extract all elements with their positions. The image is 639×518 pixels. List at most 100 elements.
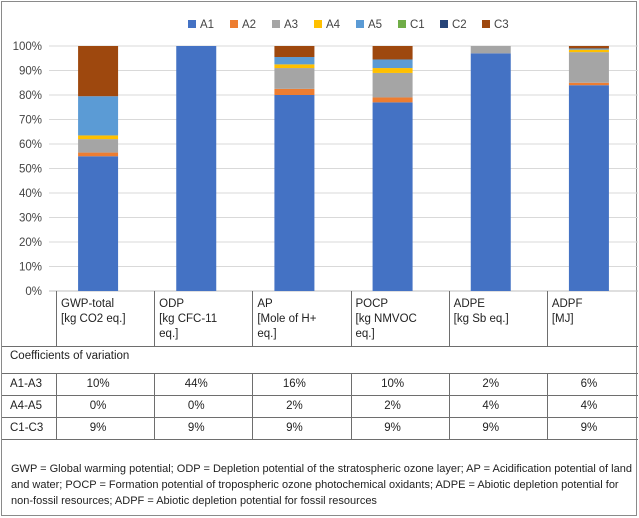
y-tick-label: 60%: [19, 139, 42, 151]
bar-segment-a3-adpf: [568, 52, 609, 83]
stacked-bar-chart: 0% 10% 20% 30% 40% 50% 60% 70% 80% 90% 100% A1 A2 A3 A…: [13, 19, 638, 297]
bar-segment-a3-ap: [274, 68, 315, 89]
table-cell: 44%: [184, 378, 208, 390]
table-cell: 9%: [286, 422, 303, 434]
bar-segment-a3-adpe: [470, 46, 511, 54]
table-cell: 10%: [86, 378, 110, 390]
y-tick-label: 30%: [19, 213, 42, 225]
category-label: GWP-total: [61, 298, 115, 310]
legend-swatch-a2: [230, 20, 238, 28]
legend-swatch-c2: [440, 20, 448, 28]
bar-segment-a4-gwp-total: [78, 135, 119, 140]
table-cell: 9%: [384, 422, 401, 434]
table-v-rule: [154, 373, 155, 439]
legend-label-c2: C2: [452, 19, 467, 31]
legend-swatch-a3: [272, 20, 280, 28]
legend-label-c3: C3: [494, 19, 509, 31]
table-v-rule: [154, 291, 155, 346]
table-v-rule: [449, 291, 450, 346]
category-label: [kg Sb eq.]: [453, 313, 509, 325]
table-cell: 9%: [187, 422, 205, 434]
category-label: eq.]: [355, 328, 375, 340]
bar-segment-a3-gwp-total: [78, 139, 119, 153]
bar-segment-c3-pocp: [372, 46, 413, 60]
table-cell: 9%: [89, 422, 107, 434]
table-cell: 2%: [384, 400, 401, 412]
bar-segment-a1-adpf: [568, 85, 609, 291]
table-cell: 16%: [282, 378, 306, 390]
category-label: ODP: [159, 298, 185, 310]
bar-segment-a2-pocp: [372, 97, 413, 103]
bar-segment-a1-odp: [176, 46, 217, 291]
bar-segment-a2-ap: [274, 88, 315, 95]
category-label: [kg NMVOC: [355, 313, 417, 325]
category-label: eq.]: [257, 328, 277, 340]
category-label: [Mole of H+: [257, 313, 317, 325]
bar-segment-a5-ap: [274, 57, 315, 65]
category-label: [MJ]: [551, 313, 574, 325]
table-v-rule: [351, 291, 352, 346]
table-cell: 9%: [580, 422, 598, 434]
legend-label-a1: A1: [200, 19, 214, 31]
table-cell: 2%: [482, 378, 500, 390]
category-label: ADPE: [453, 298, 485, 310]
bar-segment-a4-pocp: [372, 68, 413, 73]
legend-label-a2: A2: [242, 19, 256, 31]
bar-segment-c3-ap: [274, 46, 315, 58]
legend-label-c1: C1: [410, 19, 425, 31]
table-cell: 2%: [286, 400, 303, 412]
table-h-rule: [2, 373, 638, 374]
bar-segment-a2-adpf: [568, 82, 609, 86]
legend-swatch-c3: [482, 20, 490, 28]
category-label: POCP: [355, 298, 389, 310]
table-h-rule: [2, 417, 638, 418]
table-h-rule: [2, 395, 638, 396]
table-v-rule: [547, 373, 548, 439]
y-tick-label: 10%: [19, 262, 42, 274]
legend-swatch-a1: [188, 20, 196, 28]
table-v-rule: [449, 373, 450, 439]
legend-label-a4: A4: [326, 19, 341, 31]
y-tick-label: 40%: [19, 188, 42, 200]
bar-segment-a2-gwp-total: [78, 152, 119, 157]
footnote: GWP = Global warming potential; ODP = De…: [11, 463, 632, 507]
y-tick-label: 100%: [13, 41, 42, 53]
table-v-rule: [252, 373, 253, 439]
y-tick-label: 90%: [19, 66, 42, 78]
y-tick-label: 0%: [25, 286, 42, 297]
y-tick-label: 80%: [19, 90, 42, 102]
table-v-rule: [252, 291, 253, 346]
table-cell: 10%: [381, 378, 405, 390]
table-section-title: Coefficients of variation: [10, 350, 130, 362]
bar-segment-a3-pocp: [372, 72, 413, 98]
bar-segment-a4-ap: [274, 64, 315, 69]
bar-segment-a5-adpf: [568, 48, 609, 50]
legend-swatch-c1: [398, 20, 406, 28]
category-label: [kg CO2 eq.]: [61, 313, 126, 325]
y-tick-label: 20%: [19, 237, 42, 249]
bar-segment-a5-pocp: [372, 59, 413, 69]
table-cell: 6%: [580, 378, 598, 390]
table-cell: 4%: [580, 400, 598, 412]
y-tick-label: 70%: [19, 115, 42, 127]
table-row-label: A4-A5: [10, 400, 42, 412]
category-label: ADPF: [551, 298, 583, 310]
table-v-rule: [56, 373, 57, 439]
bar-segment-a1-gwp-total: [78, 156, 119, 291]
category-label: eq.]: [159, 328, 179, 340]
table-v-rule: [547, 291, 548, 346]
table-row-label: A1-A3: [10, 378, 42, 390]
table-row-label: C1-C3: [10, 422, 44, 434]
table-v-rule: [56, 291, 57, 346]
bar-segment-a1-ap: [274, 95, 315, 291]
table-v-rule: [351, 373, 352, 439]
table-cell: 0%: [89, 400, 107, 412]
legend-label-a5: A5: [368, 19, 382, 31]
legend-label-a3: A3: [284, 19, 298, 31]
legend-swatch-a4: [314, 20, 322, 28]
bar-segment-a4-adpf: [568, 49, 609, 53]
bar-segment-a5-gwp-total: [78, 96, 119, 136]
table-h-rule: [2, 346, 638, 347]
category-label: AP: [257, 298, 273, 310]
